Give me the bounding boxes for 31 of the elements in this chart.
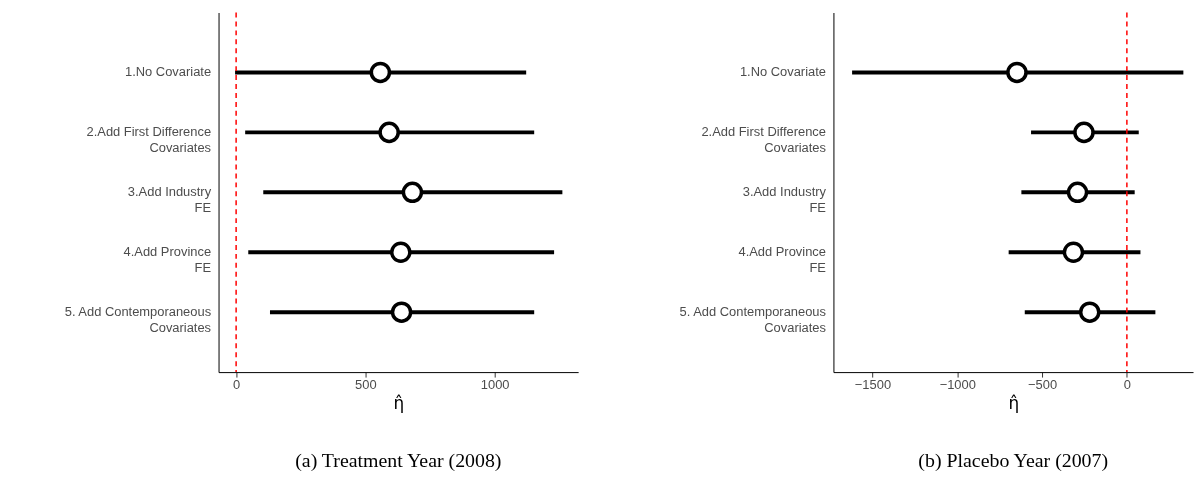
- y-tick-label: 2.Add First Difference Covariates: [86, 124, 212, 156]
- y-tick-label: 1.No Covariate: [739, 64, 826, 80]
- x-tick-label: 1000: [480, 377, 510, 393]
- point: [390, 241, 412, 263]
- y-tick-label: 4.Add Province FE: [738, 244, 827, 276]
- x-tick-label: −1000: [939, 377, 976, 393]
- point: [1066, 181, 1089, 204]
- y-tick-label: 5. Add Contemporaneous Covariates: [679, 304, 826, 336]
- x-axis-title: η̂: [393, 393, 405, 414]
- y-tick-label: 3.Add Industry FE: [742, 184, 827, 216]
- y-tick-label: 5. Add Contemporaneous Covariates: [64, 304, 212, 336]
- y-tick-label: 1.No Covariate: [125, 64, 212, 80]
- x-tick-label: 0: [233, 377, 241, 393]
- x-tick-label: 500: [355, 377, 377, 393]
- point: [401, 181, 424, 204]
- x-tick-label: −1500: [854, 377, 892, 393]
- y-tick-label: 4.Add Province FE: [123, 244, 212, 276]
- text: (a) Treatment Year (2008): [295, 449, 502, 473]
- point: [369, 61, 392, 84]
- point: [378, 121, 400, 144]
- x-axis-title: η̂: [1008, 393, 1020, 414]
- x-tick-label: 0: [1123, 377, 1131, 393]
- point: [1062, 241, 1085, 263]
- point: [1073, 121, 1095, 144]
- y-tick-label: 2.Add First Difference Covariates: [701, 124, 826, 156]
- y-tick-label: 3.Add Industry FE: [127, 184, 212, 216]
- x-tick-label: −500: [1028, 377, 1058, 393]
- point: [1078, 301, 1101, 323]
- text: (b) Placebo Year (2007): [918, 449, 1109, 473]
- point: [390, 301, 413, 323]
- point: [1006, 61, 1028, 84]
